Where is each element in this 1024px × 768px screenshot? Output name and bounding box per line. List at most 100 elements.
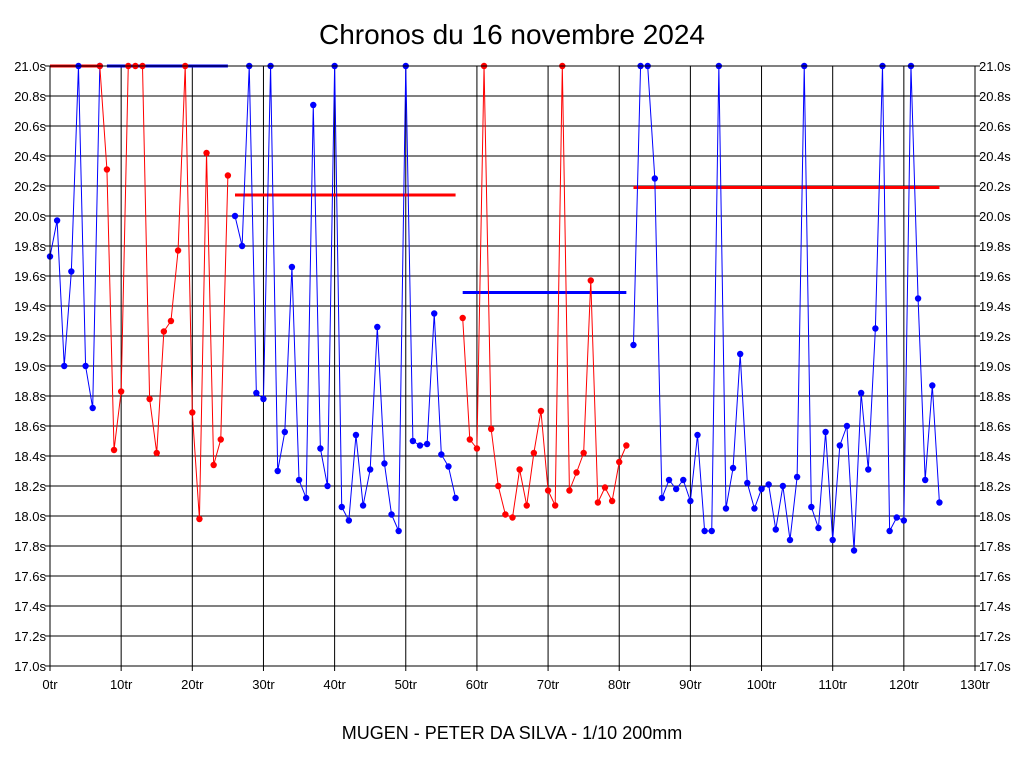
data-point	[736, 350, 744, 358]
y-tick-label: 18.8s	[14, 389, 46, 404]
x-tick-label: 60tr	[466, 677, 489, 692]
data-point	[537, 407, 545, 415]
data-point	[117, 388, 125, 395]
y-tick-label: 18.0s	[979, 509, 1011, 524]
data-point	[231, 212, 239, 220]
y-tick-label: 18.2s	[979, 479, 1011, 494]
y-tick-label: 19.0s	[979, 359, 1011, 374]
data-point	[594, 499, 602, 506]
data-point	[701, 527, 708, 535]
data-point	[672, 485, 680, 493]
data-point	[103, 166, 111, 173]
y-tick-label: 20.4s	[979, 149, 1011, 164]
data-point	[865, 466, 872, 473]
data-point	[843, 422, 851, 430]
y-axis-left-ticks: 17.0s 17.2s 17.4s 17.6s 17.8s 18.0s 18.2s 18.4s…	[14, 59, 50, 674]
data-point	[224, 172, 232, 179]
series-line	[99, 65, 229, 520]
series-0-blue	[46, 62, 104, 412]
series-4-blue	[630, 62, 943, 554]
x-tick-label: 30tr	[252, 677, 275, 692]
data-point	[345, 517, 353, 524]
x-tick-label: 100tr	[747, 677, 777, 692]
grid	[49, 65, 976, 667]
x-tick-label: 130tr	[960, 677, 990, 692]
series-line	[234, 65, 457, 532]
data-point	[438, 451, 445, 458]
data-point	[281, 428, 289, 436]
series-group	[46, 62, 943, 554]
data-point	[587, 277, 594, 284]
y-tick-label: 18.4s	[979, 449, 1011, 464]
data-point	[765, 481, 772, 488]
data-point	[395, 527, 402, 535]
x-tick-label: 40tr	[323, 677, 346, 692]
plot-frame	[49, 65, 976, 667]
y-tick-label: 19.4s	[979, 299, 1011, 314]
data-point	[274, 467, 281, 475]
y-tick-label: 17.6s	[14, 569, 46, 584]
data-point	[153, 449, 160, 457]
y-tick-label: 17.8s	[14, 539, 46, 554]
data-point	[530, 449, 538, 457]
data-point	[566, 487, 573, 494]
data-point	[381, 460, 388, 467]
data-point	[167, 317, 175, 325]
data-point	[352, 431, 360, 439]
y-tick-label: 19.8s	[14, 239, 46, 254]
data-point	[473, 445, 481, 452]
y-tick-label: 18.2s	[14, 479, 46, 494]
data-point	[203, 149, 210, 157]
data-point	[822, 428, 829, 436]
data-point	[658, 494, 666, 502]
data-point	[758, 485, 765, 493]
y-tick-label: 19.6s	[979, 269, 1011, 284]
data-point	[779, 482, 787, 490]
data-point	[431, 310, 438, 317]
y-tick-label: 17.2s	[14, 629, 46, 644]
data-point	[729, 464, 737, 472]
data-point	[665, 476, 673, 484]
data-point	[445, 463, 452, 470]
data-point	[452, 494, 459, 502]
data-point	[914, 295, 922, 302]
data-point	[487, 425, 495, 433]
y-tick-label: 17.8s	[979, 539, 1011, 554]
data-point	[900, 517, 908, 524]
y-tick-label: 19.4s	[14, 299, 46, 314]
data-point	[82, 362, 89, 370]
data-point	[302, 494, 310, 502]
data-point	[722, 505, 730, 512]
data-point	[608, 497, 616, 505]
series-1-red	[96, 62, 232, 523]
y-tick-label: 17.4s	[14, 599, 46, 614]
data-point	[616, 458, 623, 466]
data-point	[680, 476, 687, 484]
data-point	[260, 395, 267, 403]
y-tick-label: 18.4s	[14, 449, 46, 464]
y-tick-label: 20.2s	[14, 179, 46, 194]
x-tick-label: 120tr	[889, 677, 919, 692]
data-point	[772, 526, 779, 533]
series-line	[49, 65, 101, 409]
data-point	[110, 446, 118, 454]
data-point	[623, 442, 630, 449]
x-tick-label: 70tr	[537, 677, 560, 692]
y-tick-label: 20.6s	[14, 119, 46, 134]
y-tick-label: 21.0s	[14, 59, 46, 74]
y-tick-label: 20.8s	[979, 89, 1011, 104]
data-point	[580, 449, 587, 457]
y-tick-label: 17.0s	[979, 659, 1011, 674]
data-point	[253, 389, 260, 397]
data-point	[850, 547, 858, 554]
y-tick-label: 19.2s	[979, 329, 1011, 344]
series-2-blue	[231, 62, 459, 535]
y-axis-right-ticks: 17.0s 17.2s 17.4s 17.6s 17.8s 18.0s 18.2s 18.4s…	[975, 59, 1011, 674]
data-point	[217, 436, 224, 443]
data-point	[366, 466, 374, 473]
data-point	[174, 247, 182, 254]
data-point	[744, 479, 751, 487]
data-point	[793, 473, 801, 481]
y-tick-label: 17.0s	[14, 659, 46, 674]
